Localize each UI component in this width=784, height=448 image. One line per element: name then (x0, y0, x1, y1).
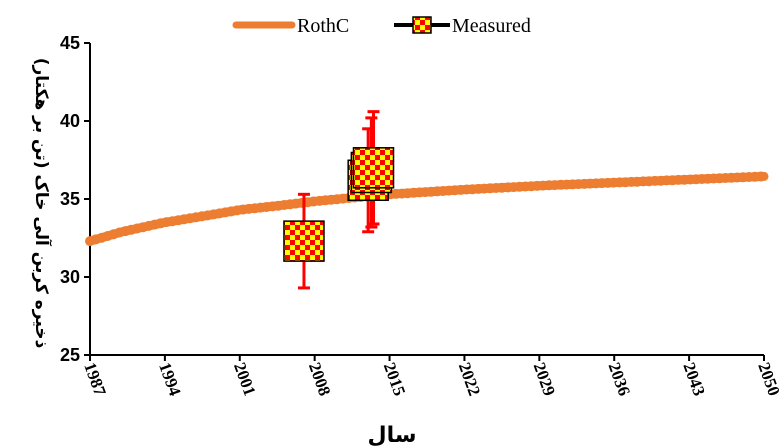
y-axis-title: ذخیره کربن آلی خاک (تن بر هکتار) (31, 58, 53, 349)
x-tick-label: 2043 (679, 360, 708, 398)
y-tick-label: 30 (60, 267, 80, 287)
y-tick-label: 45 (60, 33, 80, 53)
x-tick-label: 2015 (380, 360, 409, 398)
x-tick-label: 2029 (530, 360, 559, 398)
y-tick-label: 25 (60, 345, 80, 365)
legend: RothC Measured (232, 15, 531, 37)
axes: 25 30 35 40 45 1987 1994 2001 2008 2015 2022 2029 20… (60, 33, 784, 399)
rothc-line (85, 171, 769, 246)
x-tick-label: 1994 (155, 360, 185, 399)
x-tick-label: 2050 (754, 360, 783, 398)
measured-point (283, 220, 325, 262)
rothc-line-bead (755, 171, 766, 182)
x-axis-title: سال (368, 423, 417, 448)
y-tick-label: 35 (60, 189, 80, 209)
legend-measured-swatch-marker (412, 16, 432, 34)
x-tick-label: 2001 (230, 360, 259, 398)
measured-point (352, 147, 395, 189)
legend-rothc-label: RothC (297, 15, 349, 37)
x-tick-label: 1987 (80, 360, 110, 399)
x-tick-label: 2008 (305, 360, 334, 398)
legend-measured-label: Measured (452, 15, 531, 37)
x-tick-label: 2036 (604, 360, 633, 398)
x-tick-label: 2022 (455, 360, 484, 398)
plot-area (85, 110, 769, 290)
y-tick-label: 40 (60, 111, 80, 131)
